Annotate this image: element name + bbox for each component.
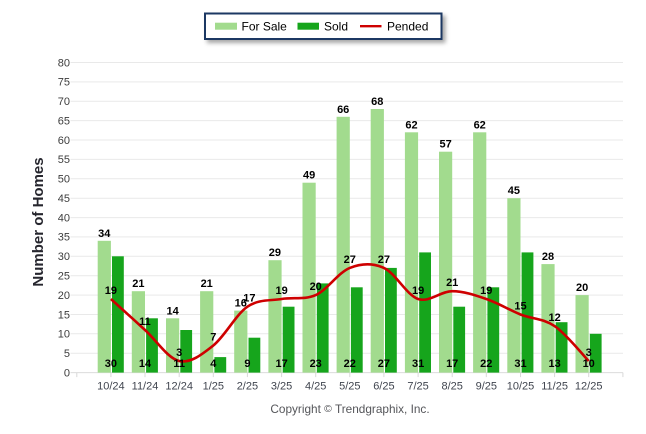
svg-text:19: 19 xyxy=(412,285,424,297)
svg-text:14: 14 xyxy=(166,305,179,317)
svg-text:22: 22 xyxy=(344,358,356,370)
svg-text:Pended: Pended xyxy=(387,20,428,34)
svg-text:3/25: 3/25 xyxy=(271,381,292,393)
svg-text:Number of Homes: Number of Homes xyxy=(30,157,47,286)
svg-text:10/25: 10/25 xyxy=(507,381,535,393)
svg-text:5/25: 5/25 xyxy=(339,381,360,393)
svg-text:66: 66 xyxy=(337,104,349,116)
svg-text:49: 49 xyxy=(303,170,315,182)
svg-text:4: 4 xyxy=(210,358,217,370)
svg-text:21: 21 xyxy=(446,277,458,289)
svg-text:27: 27 xyxy=(378,254,390,266)
svg-text:57: 57 xyxy=(439,139,451,151)
svg-text:3: 3 xyxy=(176,347,182,359)
svg-text:11: 11 xyxy=(139,316,151,328)
svg-text:65: 65 xyxy=(58,115,70,127)
svg-text:8/25: 8/25 xyxy=(441,381,462,393)
svg-text:22: 22 xyxy=(480,358,492,370)
svg-text:9/25: 9/25 xyxy=(476,381,497,393)
svg-text:20: 20 xyxy=(58,290,70,302)
svg-text:4/25: 4/25 xyxy=(305,381,326,393)
svg-text:5: 5 xyxy=(64,348,70,360)
svg-text:27: 27 xyxy=(378,358,390,370)
svg-text:Copyright © Trendgraphix, Inc.: Copyright © Trendgraphix, Inc. xyxy=(270,402,429,416)
svg-text:31: 31 xyxy=(514,358,526,370)
svg-text:25: 25 xyxy=(58,271,70,283)
svg-text:11: 11 xyxy=(173,358,185,370)
svg-text:15: 15 xyxy=(514,301,526,313)
svg-text:10/24: 10/24 xyxy=(97,381,125,393)
svg-text:10: 10 xyxy=(583,358,595,370)
svg-text:17: 17 xyxy=(243,293,255,305)
svg-text:13: 13 xyxy=(548,358,560,370)
svg-text:21: 21 xyxy=(201,278,213,290)
svg-text:62: 62 xyxy=(405,119,417,131)
svg-text:17: 17 xyxy=(275,358,287,370)
svg-text:19: 19 xyxy=(105,285,117,297)
svg-text:11/25: 11/25 xyxy=(541,381,568,393)
svg-text:29: 29 xyxy=(269,247,281,259)
svg-text:40: 40 xyxy=(58,212,70,224)
svg-text:3: 3 xyxy=(586,347,592,359)
svg-text:45: 45 xyxy=(58,193,70,205)
svg-text:28: 28 xyxy=(542,251,554,263)
svg-text:9: 9 xyxy=(244,358,250,370)
svg-text:75: 75 xyxy=(58,77,70,89)
svg-text:16: 16 xyxy=(235,298,247,310)
svg-text:20: 20 xyxy=(576,282,588,294)
svg-text:45: 45 xyxy=(508,185,520,197)
svg-text:30: 30 xyxy=(58,251,70,263)
svg-text:80: 80 xyxy=(58,57,70,69)
svg-text:70: 70 xyxy=(58,96,70,108)
svg-text:7/25: 7/25 xyxy=(407,381,428,393)
svg-text:12/25: 12/25 xyxy=(575,381,603,393)
svg-text:31: 31 xyxy=(412,358,424,370)
svg-text:For Sale: For Sale xyxy=(242,20,288,34)
svg-text:6/25: 6/25 xyxy=(373,381,394,393)
svg-text:30: 30 xyxy=(105,358,117,370)
svg-text:34: 34 xyxy=(98,228,111,240)
svg-text:20: 20 xyxy=(310,281,322,293)
svg-text:2/25: 2/25 xyxy=(237,381,258,393)
svg-text:19: 19 xyxy=(480,285,492,297)
svg-text:23: 23 xyxy=(310,358,322,370)
svg-text:21: 21 xyxy=(132,278,144,290)
svg-text:17: 17 xyxy=(446,358,458,370)
svg-text:12: 12 xyxy=(548,312,560,324)
svg-text:68: 68 xyxy=(371,96,383,108)
svg-text:27: 27 xyxy=(344,254,356,266)
svg-text:7: 7 xyxy=(210,332,216,344)
svg-text:50: 50 xyxy=(58,174,70,186)
svg-text:55: 55 xyxy=(58,154,70,166)
svg-text:Sold: Sold xyxy=(324,20,348,34)
svg-text:35: 35 xyxy=(58,232,70,244)
svg-text:19: 19 xyxy=(275,285,287,297)
svg-text:15: 15 xyxy=(58,309,70,321)
svg-text:0: 0 xyxy=(64,367,70,379)
svg-text:11/24: 11/24 xyxy=(132,381,159,393)
svg-text:10: 10 xyxy=(58,329,70,341)
svg-text:1/25: 1/25 xyxy=(203,381,224,393)
svg-text:62: 62 xyxy=(474,119,486,131)
svg-text:60: 60 xyxy=(58,135,70,147)
svg-text:12/24: 12/24 xyxy=(165,381,193,393)
svg-text:14: 14 xyxy=(139,358,152,370)
